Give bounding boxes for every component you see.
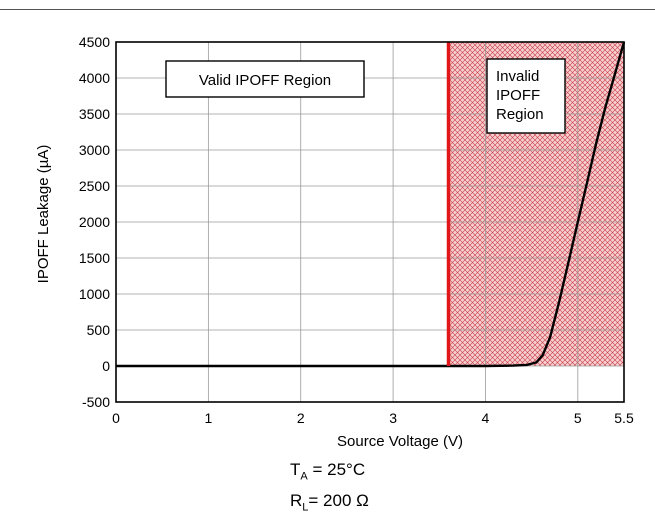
invalid-region-label-line: Invalid [496,68,539,85]
x-tick-label: 1 [204,410,212,426]
resistance-subscript: L [302,501,309,514]
y-tick-label: 3000 [79,142,110,158]
x-tick-label: 4 [482,410,490,426]
top-rule [0,9,655,10]
invalid-region-label-line: Region [496,106,544,123]
resistance-symbol: R [290,491,303,510]
resistance-value: = 200 Ω [308,491,369,510]
y-axis-label: IPOFF Leakage (µA) [35,145,52,284]
x-tick-label: 5 [574,410,582,426]
y-tick-label: 2000 [79,214,110,230]
y-tick-label: 4500 [79,34,110,50]
x-tick-label: 5.5 [614,410,634,426]
temperature-subscript: A [300,470,308,483]
x-tick-label: 2 [297,410,305,426]
y-tick-label: 2500 [79,178,110,194]
valid-region-label: Valid IPOFF Region [199,72,331,89]
temperature-value: = 25°C [307,460,366,479]
y-tick-label: 500 [87,322,111,338]
y-tick-label: 1000 [79,286,110,302]
y-tick-label: 0 [102,358,110,374]
leakage-series-line [116,41,626,368]
valid-region-box [165,60,365,98]
x-axis-label: Source Voltage (V) [337,433,463,450]
plot-frame [115,41,625,403]
x-tick-label: 0 [112,410,120,426]
invalid-region-box [486,58,566,134]
y-tick-label: 1500 [79,250,110,266]
temperature-symbol: T [290,460,301,479]
temperature-condition: TA = 25°C [290,460,365,482]
resistance-condition: RL= 200 Ω [290,491,369,513]
y-tick-label: 3500 [79,106,110,122]
y-tick-label: 4000 [79,70,110,86]
y-tick-label: -500 [82,394,110,410]
invalid-region-label-line: IPOFF [496,87,540,104]
x-tick-label: 3 [389,410,397,426]
